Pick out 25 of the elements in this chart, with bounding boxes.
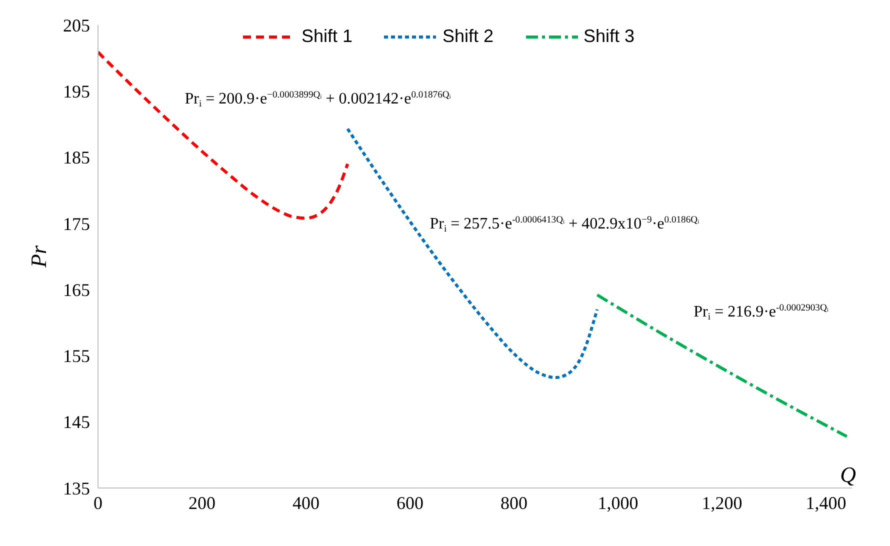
y-tick-label: 185 bbox=[63, 148, 90, 168]
x-tick-label: 800 bbox=[500, 492, 528, 513]
legend-label: Shift 2 bbox=[441, 26, 494, 47]
annotation: Pr$_{i}$ = 200.9·e$^{−0.0003899Qᵢ}$ + 0.002142·e$^{0.01876Qᵢ}$ bbox=[184, 90, 452, 110]
legend-label: Shift 1 bbox=[300, 26, 352, 47]
y-tick-label: 195 bbox=[63, 82, 90, 102]
x-tick-label: 0 bbox=[94, 492, 102, 513]
y-axis-title: Pr bbox=[26, 245, 51, 268]
y-tick-label: 175 bbox=[63, 214, 90, 234]
legend-label: Shift 3 bbox=[582, 26, 635, 47]
y-tick-label: 155 bbox=[63, 346, 90, 366]
y-tick-label: 145 bbox=[63, 412, 90, 432]
annotation: Pr$_{i}$ = 216.9·e$^{-0.0002903Qᵢ}$ bbox=[694, 302, 829, 322]
x-tick-label: 1,200 bbox=[702, 492, 742, 513]
annotation: Pr$_{i}$ = 257.5·e$^{-0.0006413Qᵢ}$ + 402.9x10$^{−9}$·e$^{0.0186Qᵢ}$ bbox=[430, 214, 700, 234]
y-tick-label: 205 bbox=[63, 15, 90, 36]
x-tick-label: 600 bbox=[396, 492, 424, 513]
y-tick-label: 165 bbox=[63, 280, 90, 300]
line-series bbox=[596, 293, 848, 438]
x-tick-label: 1,400 bbox=[806, 492, 846, 513]
x-tick-label: 200 bbox=[188, 492, 216, 513]
y-tick-label: 135 bbox=[63, 478, 90, 498]
x-tick-label: 400 bbox=[292, 492, 320, 513]
x-tick-label: 1,000 bbox=[598, 492, 638, 513]
x-axis-title: Q bbox=[840, 462, 856, 487]
